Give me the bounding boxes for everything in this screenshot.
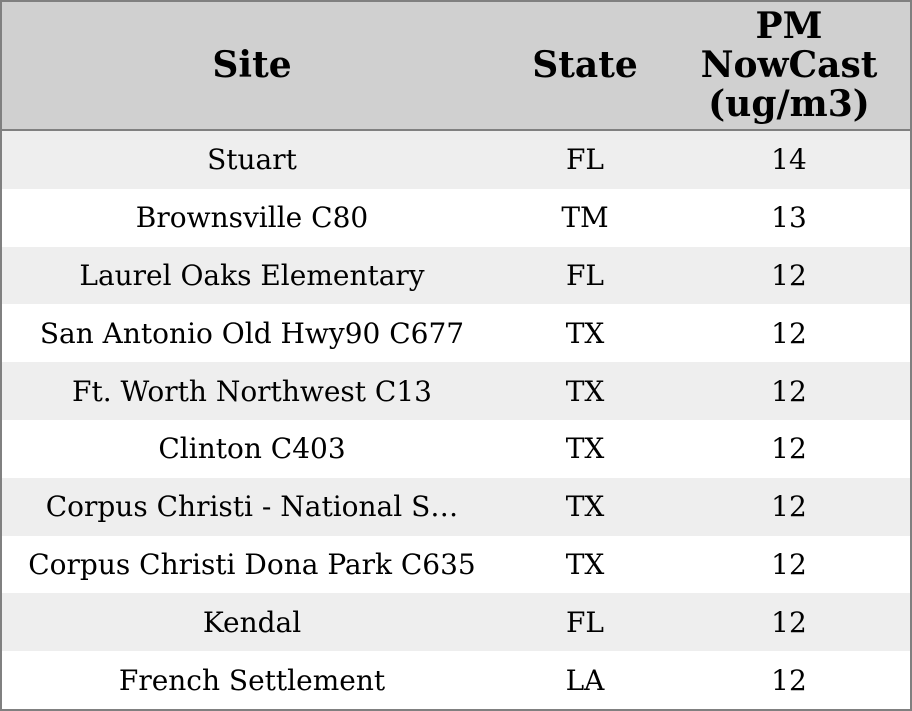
column-header-site: Site [212,44,292,87]
table-body: Stuart FL 14 Brownsville C80 TM 13 Laure… [2,131,910,709]
site-cell: Corpus Christi Dona Park C635 [28,547,476,581]
state-cell: FL [565,258,605,292]
site-cell: San Antonio Old Hwy90 C677 [39,316,465,350]
state-cell: FL [565,605,605,639]
site-cell: Stuart [207,143,297,177]
table-row: Laurel Oaks Elementary FL 12 [2,246,910,305]
pm-cell: 12 [771,258,807,292]
site-cell: Kendal [202,605,302,639]
state-cell: LA [565,663,605,697]
state-cell: FL [565,143,605,177]
pm-cell: 12 [771,663,807,697]
pm-cell: 12 [771,432,807,466]
state-cell: TM [561,201,609,235]
state-cell: TX [565,490,605,524]
table-row: San Antonio Old Hwy90 C677 TX 12 [2,304,910,363]
table-header-row: Site State PM NowCast (ug/m3) [2,2,910,131]
state-cell: TX [565,374,605,408]
state-cell: TX [565,432,605,466]
table-row: Stuart FL 14 [2,131,910,189]
pm-cell: 12 [771,490,807,524]
state-cell: TX [565,316,605,350]
site-cell: Brownsville C80 [135,201,369,235]
pm-cell: 12 [771,316,807,350]
pm-cell: 12 [771,605,807,639]
site-cell: Laurel Oaks Elementary [79,258,425,292]
site-cell: French Settlement [118,663,386,697]
state-cell: TX [565,547,605,581]
pm-cell: 13 [771,201,807,235]
site-cell: Corpus Christi - National S… [45,490,459,524]
table-row: Kendal FL 12 [2,593,910,652]
table-row: Brownsville C80 TM 13 [2,188,910,247]
pm-cell: 12 [771,547,807,581]
pm-cell: 12 [771,374,807,408]
table-row: Ft. Worth Northwest C13 TX 12 [2,362,910,420]
column-header-state: State [532,44,638,87]
site-cell: Clinton C403 [158,432,346,466]
site-cell: Ft. Worth Northwest C13 [72,374,432,408]
column-header-pm-nowcast: PM NowCast (ug/m3) [700,5,878,125]
table-row: French Settlement LA 12 [2,651,910,709]
table-row: Corpus Christi Dona Park C635 TX 12 [2,535,910,594]
table-row: Corpus Christi - National S… TX 12 [2,477,910,536]
pm-cell: 14 [771,143,807,177]
table-row: Clinton C403 TX 12 [2,419,910,478]
